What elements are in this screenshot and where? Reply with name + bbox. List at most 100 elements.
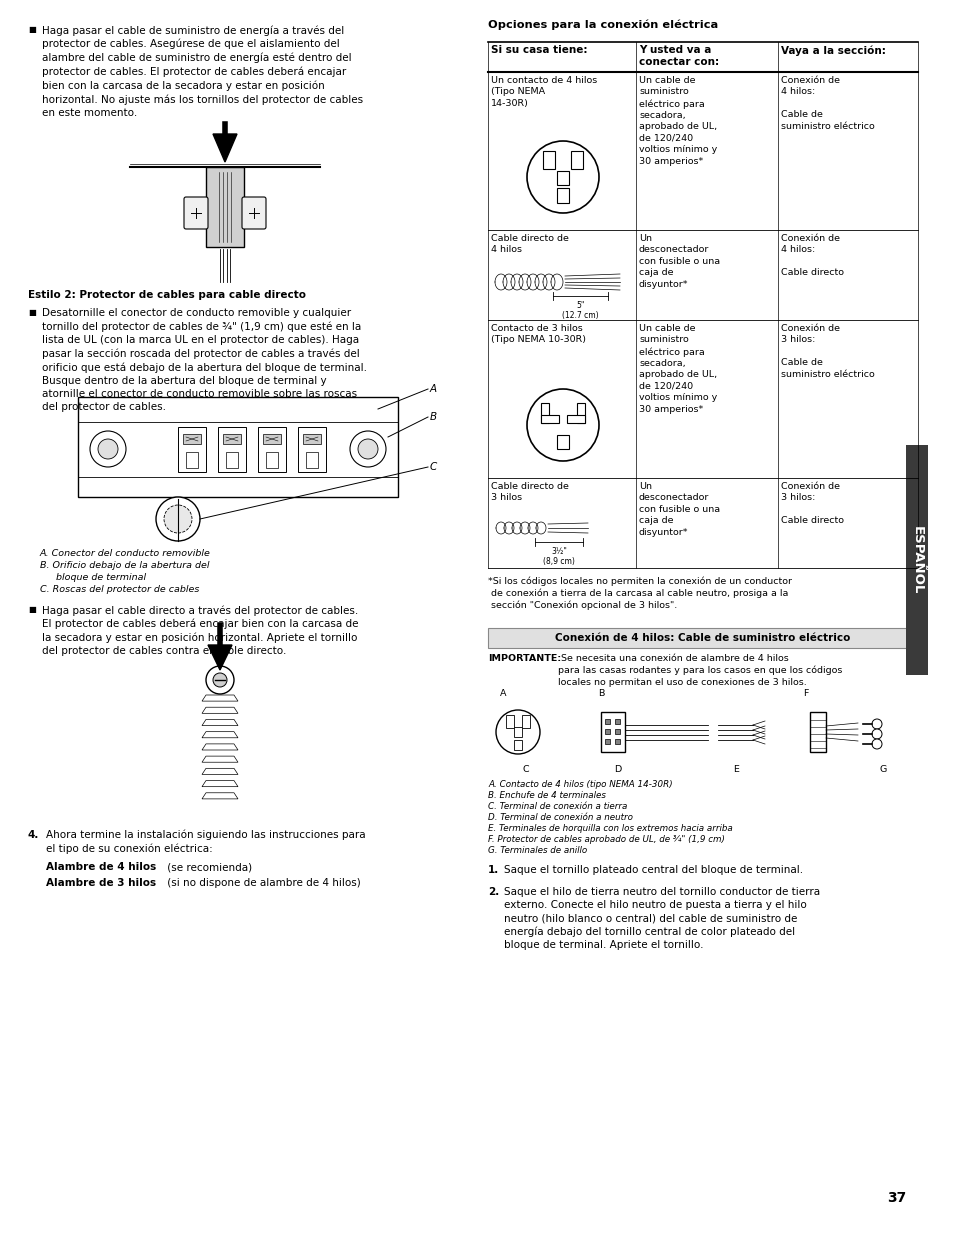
Text: bloque de terminal: bloque de terminal: [56, 573, 146, 582]
Bar: [604, 739, 609, 743]
Text: A. Contacto de 4 hilos (tipo NEMA 14-30R): A. Contacto de 4 hilos (tipo NEMA 14-30R…: [488, 781, 672, 789]
Text: Un cable de
suministro
eléctrico para
secadora,
aprobado de UL,
de 120/240
volti: Un cable de suministro eléctrico para se…: [639, 77, 717, 165]
Text: C. Terminal de conexión a tierra: C. Terminal de conexión a tierra: [488, 802, 627, 811]
Text: ■: ■: [28, 308, 36, 317]
Circle shape: [164, 505, 192, 534]
Circle shape: [206, 666, 233, 694]
Polygon shape: [213, 135, 236, 162]
Bar: [297, 427, 326, 472]
Text: Conexión de
4 hilos:

Cable de
suministro eléctrico: Conexión de 4 hilos: Cable de suministro…: [781, 77, 874, 131]
Circle shape: [98, 438, 118, 459]
Text: ■: ■: [28, 25, 36, 35]
Circle shape: [90, 431, 126, 467]
Text: Alambre de 4 hilos: Alambre de 4 hilos: [46, 862, 156, 872]
Bar: [600, 713, 624, 752]
Text: ■: ■: [28, 605, 36, 614]
Polygon shape: [202, 731, 237, 737]
Text: F: F: [802, 689, 807, 698]
Text: Saque el hilo de tierra neutro del tornillo conductor de tierra
externo. Conecte: Saque el hilo de tierra neutro del torni…: [503, 887, 820, 951]
FancyBboxPatch shape: [242, 198, 266, 228]
Text: C. Roscas del protector de cables: C. Roscas del protector de cables: [40, 585, 199, 594]
Bar: [905, 445, 927, 676]
Bar: [604, 729, 609, 734]
Bar: [557, 188, 568, 203]
Text: Conexión de 4 hilos: Cable de suministro eléctrico: Conexión de 4 hilos: Cable de suministro…: [555, 634, 850, 643]
Text: C: C: [430, 462, 436, 472]
Text: B: B: [430, 412, 436, 422]
Text: Si su casa tiene:: Si su casa tiene:: [491, 44, 587, 56]
Text: Conexión de
4 hilos:

Cable directo: Conexión de 4 hilos: Cable directo: [781, 233, 843, 278]
Bar: [809, 713, 825, 752]
Polygon shape: [202, 695, 237, 701]
Bar: [206, 167, 244, 247]
Text: IMPORTANTE:: IMPORTANTE:: [488, 655, 560, 663]
Text: 4.: 4.: [28, 830, 39, 840]
Polygon shape: [202, 708, 237, 714]
Bar: [505, 715, 514, 727]
Bar: [488, 629, 917, 648]
Polygon shape: [202, 720, 237, 725]
Circle shape: [871, 739, 882, 748]
Polygon shape: [202, 756, 237, 762]
Bar: [178, 427, 206, 472]
Text: Se necesita una conexión de alambre de 4 hilos
para las casas rodantes y para lo: Se necesita una conexión de alambre de 4…: [558, 655, 841, 687]
Text: (se recomienda): (se recomienda): [164, 862, 252, 872]
Text: 5"
(12.7 cm): 5" (12.7 cm): [561, 301, 598, 320]
Bar: [218, 427, 246, 472]
Bar: [566, 415, 584, 424]
Polygon shape: [202, 768, 237, 774]
Text: Y usted va a
conectar con:: Y usted va a conectar con:: [639, 44, 719, 68]
Text: Estilo 2: Protector de cables para cable directo: Estilo 2: Protector de cables para cable…: [28, 290, 306, 300]
Bar: [540, 403, 548, 424]
Bar: [615, 719, 619, 724]
Bar: [78, 396, 397, 496]
Circle shape: [496, 710, 539, 755]
Bar: [577, 403, 584, 424]
Bar: [571, 151, 582, 169]
Text: Cable directo de
3 hilos: Cable directo de 3 hilos: [491, 482, 568, 503]
Bar: [540, 415, 558, 424]
Text: Conexión de
3 hilos:

Cable de
suministro eléctrico: Conexión de 3 hilos: Cable de suministro…: [781, 324, 874, 379]
Bar: [223, 433, 241, 445]
Text: *Si los códigos locales no permiten la conexión de un conductor
 de conexión a t: *Si los códigos locales no permiten la c…: [488, 576, 791, 610]
Text: Un
desconectador
con fusible o una
caja de
disyuntor*: Un desconectador con fusible o una caja …: [639, 233, 720, 289]
Text: Un contacto de 4 hilos
(Tipo NEMA
14-30R): Un contacto de 4 hilos (Tipo NEMA 14-30R…: [491, 77, 597, 107]
Bar: [615, 739, 619, 743]
Bar: [263, 433, 281, 445]
Bar: [604, 719, 609, 724]
Text: 2.: 2.: [488, 887, 498, 897]
Text: 3½"
(8,9 cm): 3½" (8,9 cm): [542, 547, 575, 567]
Circle shape: [526, 141, 598, 212]
Bar: [226, 452, 237, 468]
Text: Haga pasar el cable directo a través del protector de cables.
El protector de ca: Haga pasar el cable directo a través del…: [42, 605, 358, 657]
Bar: [183, 433, 201, 445]
Text: 1.: 1.: [488, 864, 498, 876]
Bar: [303, 433, 320, 445]
Text: F. Protector de cables aprobado de UL, de ¾" (1,9 cm): F. Protector de cables aprobado de UL, d…: [488, 835, 724, 844]
FancyBboxPatch shape: [184, 198, 208, 228]
Text: Haga pasar el cable de suministro de energía a través del
protector de cables. A: Haga pasar el cable de suministro de ene…: [42, 25, 363, 119]
Text: G. Terminales de anillo: G. Terminales de anillo: [488, 846, 587, 855]
Polygon shape: [202, 793, 237, 799]
Bar: [514, 727, 521, 737]
Text: G: G: [879, 764, 885, 774]
Bar: [615, 729, 619, 734]
Text: B. Orificio debajo de la abertura del: B. Orificio debajo de la abertura del: [40, 561, 210, 571]
Text: D. Terminal de conexión a neutro: D. Terminal de conexión a neutro: [488, 813, 633, 823]
Circle shape: [526, 389, 598, 461]
Bar: [266, 452, 277, 468]
Circle shape: [213, 673, 227, 687]
Text: Conexión de
3 hilos:

Cable directo: Conexión de 3 hilos: Cable directo: [781, 482, 843, 525]
Text: Un
desconectador
con fusible o una
caja de
disyuntor*: Un desconectador con fusible o una caja …: [639, 482, 720, 537]
Text: A. Conector del conducto removible: A. Conector del conducto removible: [40, 550, 211, 558]
Text: Opciones para la conexión eléctrica: Opciones para la conexión eléctrica: [488, 20, 718, 31]
Circle shape: [871, 719, 882, 729]
Text: E: E: [732, 764, 739, 774]
Text: Cable directo de
4 hilos: Cable directo de 4 hilos: [491, 233, 568, 254]
Text: Ahora termine la instalación siguiendo las instrucciones para
el tipo de su cone: Ahora termine la instalación siguiendo l…: [46, 830, 365, 855]
Bar: [557, 435, 568, 450]
Text: Saque el tornillo plateado central del bloque de terminal.: Saque el tornillo plateado central del b…: [503, 864, 802, 876]
Text: Desatornille el conector de conducto removible y cualquier
tornillo del protecto: Desatornille el conector de conducto rem…: [42, 308, 367, 412]
Text: E. Terminales de horquilla con los extremos hacia arriba: E. Terminales de horquilla con los extre…: [488, 824, 732, 832]
Text: Un cable de
suministro
eléctrico para
secadora,
aprobado de UL,
de 120/240
volti: Un cable de suministro eléctrico para se…: [639, 324, 717, 414]
